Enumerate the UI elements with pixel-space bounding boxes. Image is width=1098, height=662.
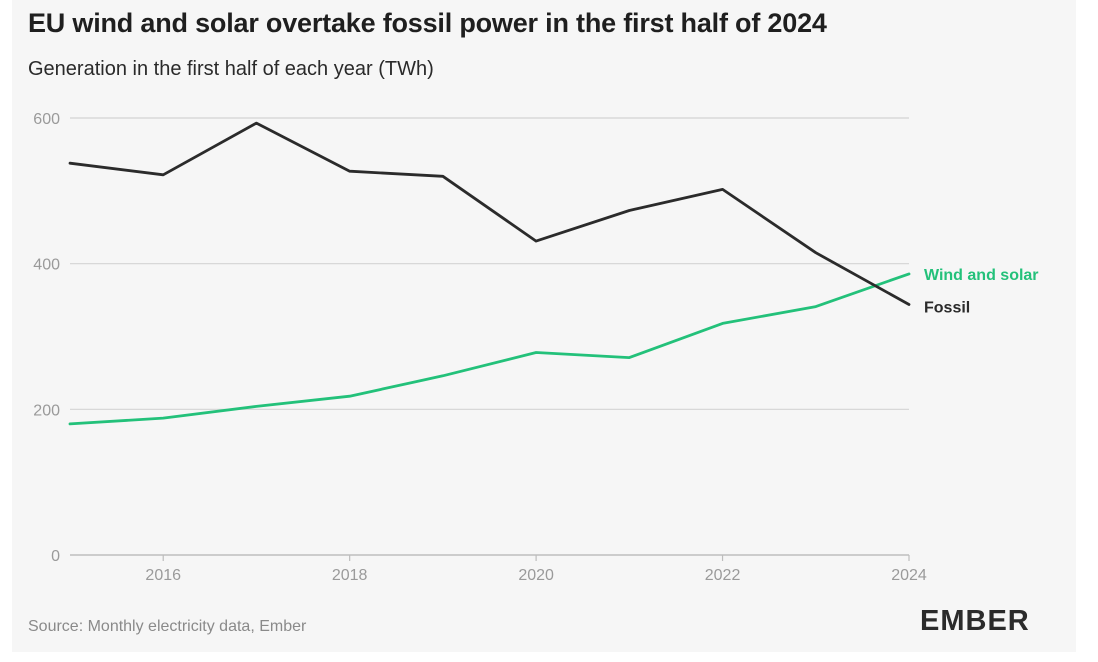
ember-logo: EMBER <box>920 605 1030 634</box>
y-tick-label: 400 <box>33 257 60 274</box>
series-labels: Wind and solar Fossil <box>924 267 1039 317</box>
x-tick-label: 2022 <box>705 567 741 584</box>
series-layer <box>68 121 911 426</box>
y-tick-label: 200 <box>33 402 60 419</box>
chart-title: EU wind and solar overtake fossil power … <box>28 8 827 38</box>
y-axis-ticks: 0 200 400 600 <box>33 111 60 565</box>
x-tick-label: 2024 <box>891 567 927 584</box>
y-tick-label: 600 <box>33 111 60 128</box>
source-note: Source: Monthly electricity data, Ember <box>28 618 307 635</box>
chart-card: EU wind and solar overtake fossil power … <box>12 0 1076 652</box>
x-axis-ticks: 2016 2018 2020 2022 2024 <box>145 555 927 584</box>
ember-logo-text: EMBER <box>920 605 1030 634</box>
y-tick-label: 0 <box>51 548 60 565</box>
fossil-series-label: Fossil <box>924 299 970 316</box>
wind-and-solar-line <box>68 272 911 426</box>
x-tick-label: 2018 <box>332 567 368 584</box>
x-tick-label: 2016 <box>145 567 181 584</box>
fossil-line <box>68 121 911 306</box>
line-chart: 0 200 400 600 2016 2018 2020 2022 2024 Wind and… <box>33 111 1039 584</box>
grid-layer <box>70 117 909 556</box>
chart-subtitle: Generation in the first half of each yea… <box>28 58 434 80</box>
wind-and-solar-series-label: Wind and solar <box>924 267 1039 284</box>
x-tick-label: 2020 <box>518 567 554 584</box>
